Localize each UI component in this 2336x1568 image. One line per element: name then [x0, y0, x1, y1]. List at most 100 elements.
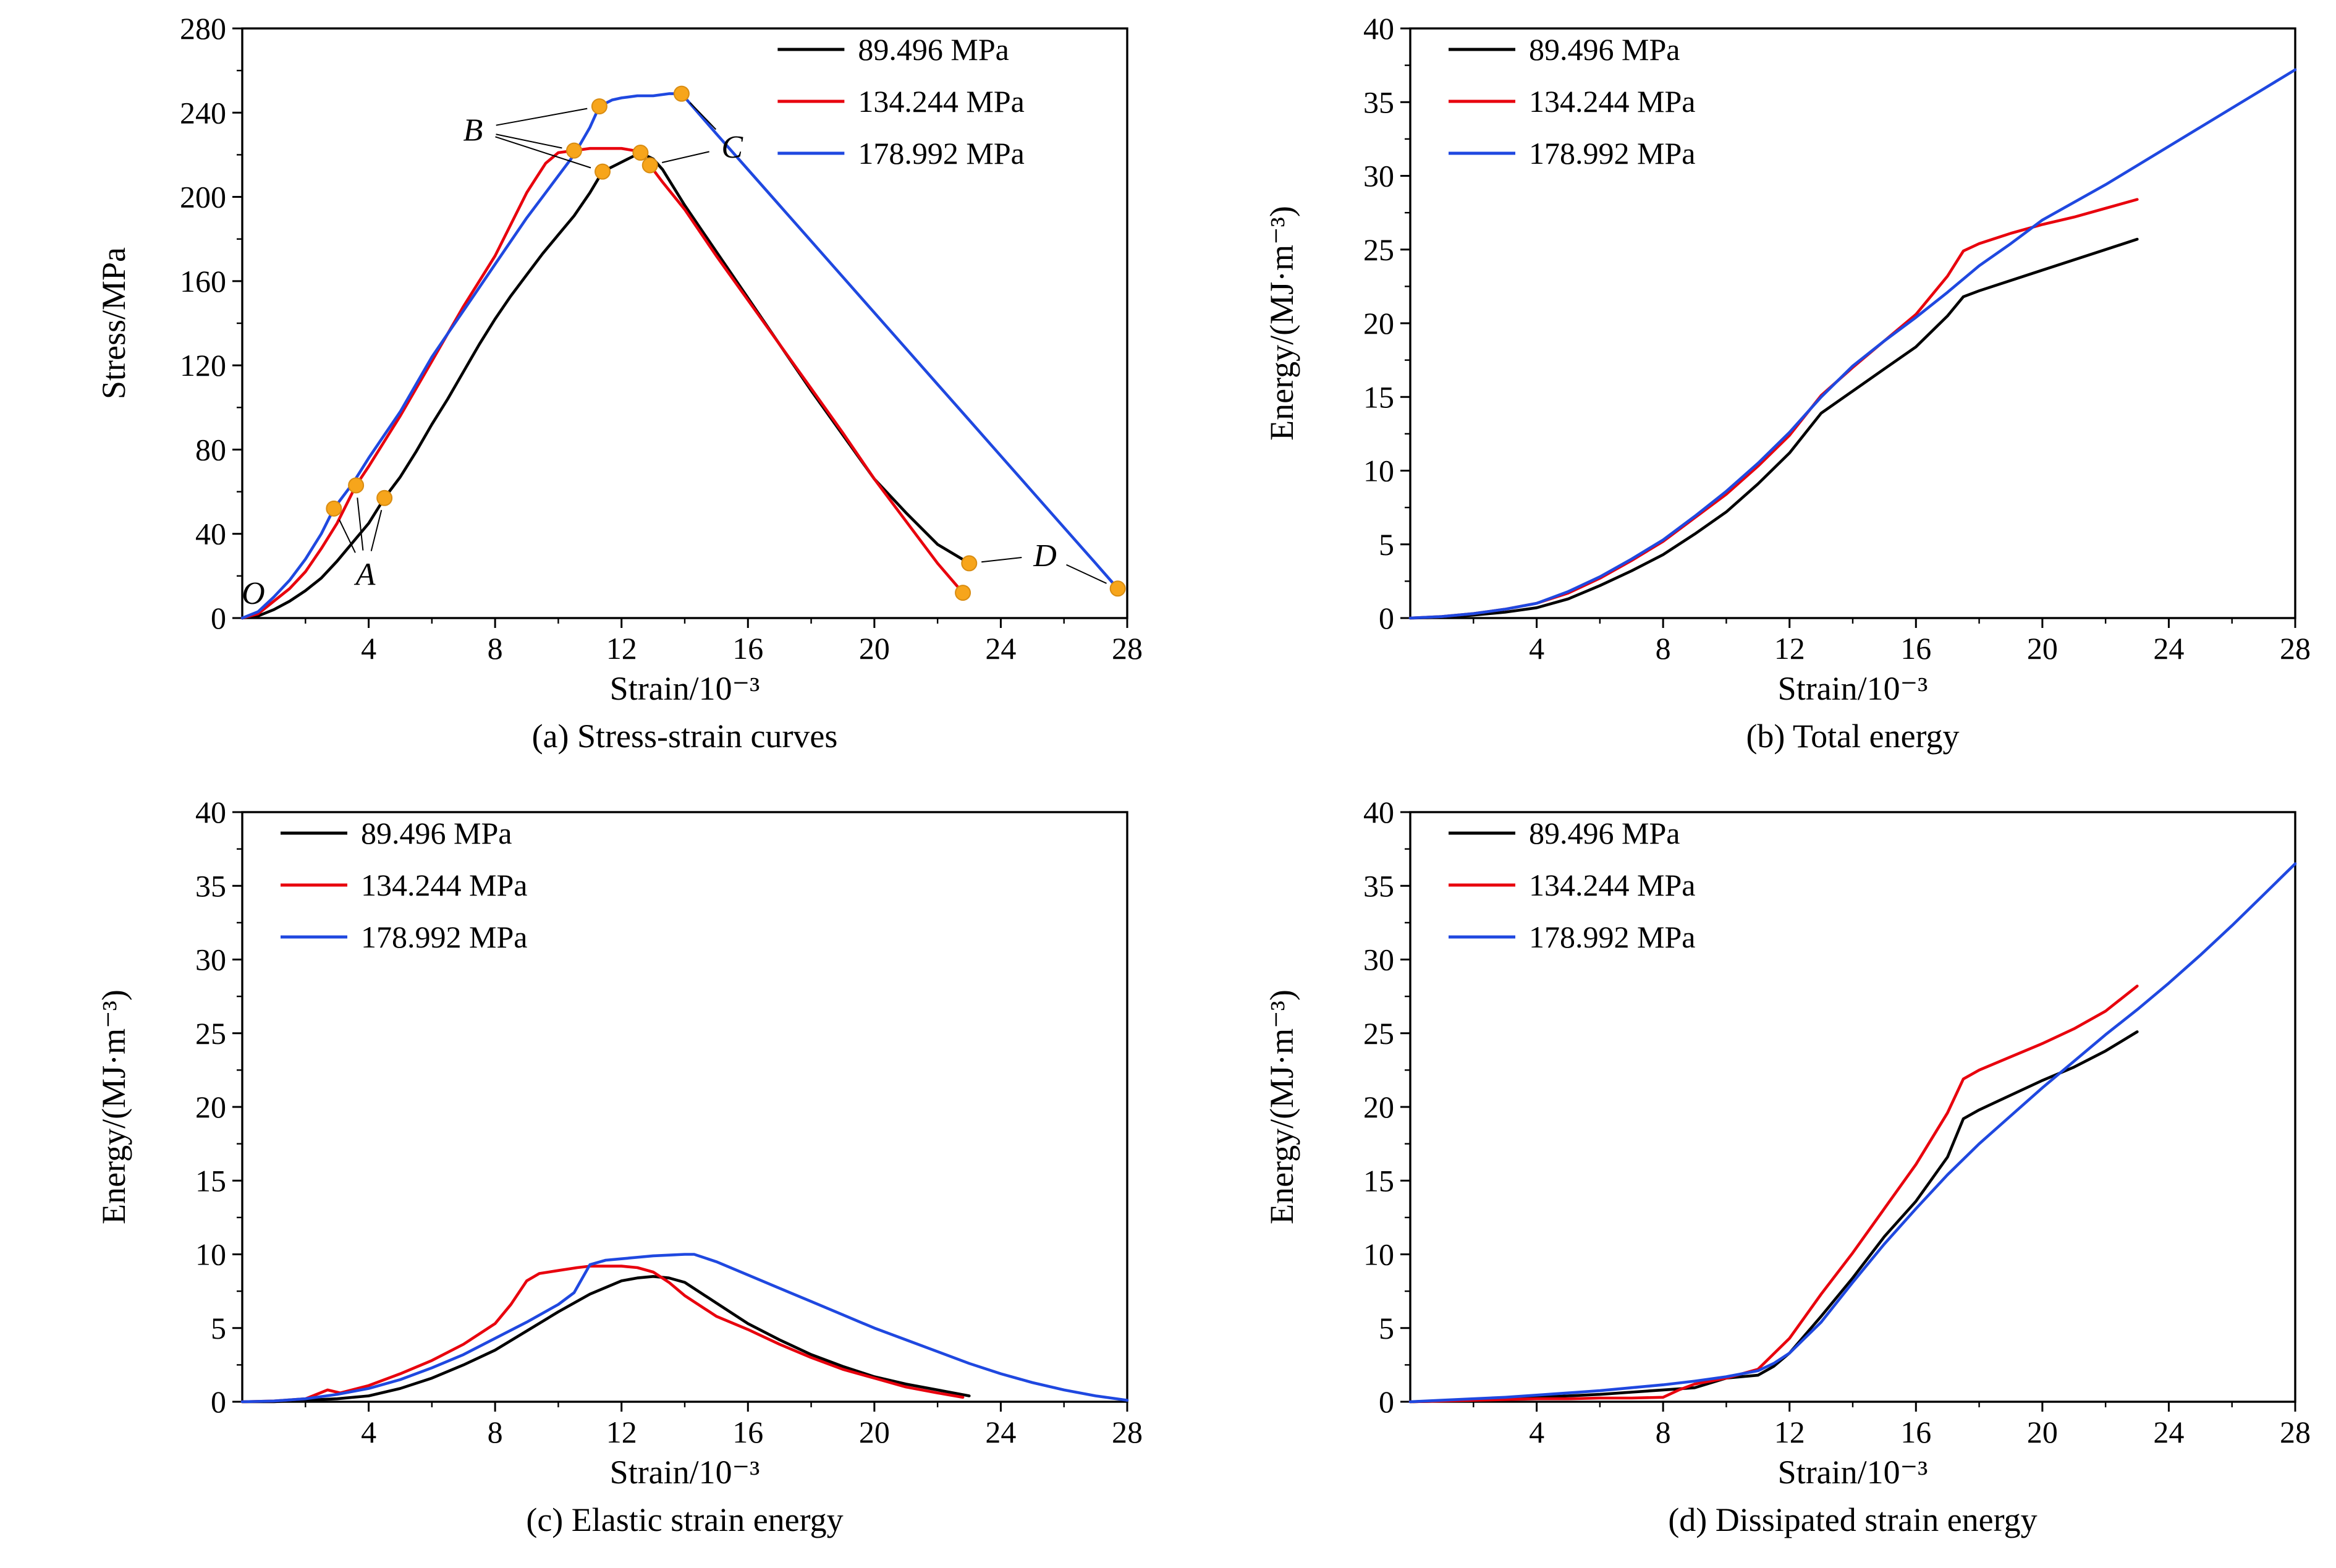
- x-axis-label: Strain/10⁻³: [1778, 670, 1928, 707]
- y-axis-label: Energy/(MJ·m⁻³): [1263, 206, 1300, 441]
- y-tick-label: 15: [1363, 1163, 1394, 1198]
- y-tick-label: 200: [180, 180, 226, 214]
- x-tick-label: 24: [985, 631, 1016, 666]
- annotation-leader-line: [495, 136, 591, 169]
- plot-border: [1409, 27, 2296, 619]
- y-tick-label: 30: [195, 943, 226, 977]
- y-axis-label: Stress/MPa: [95, 247, 132, 399]
- x-tick-label: 16: [732, 631, 763, 666]
- annotation-leader-line: [370, 509, 383, 551]
- chart-elastic-energy: 4 8 12 16 20 24 28 0 5 10 15 20 25 30 35 40 Strain/10⁻³ E…: [0, 784, 1168, 1568]
- legend-label-1: 134.244 MPa: [361, 868, 527, 902]
- x-tick-label: 12: [606, 631, 637, 666]
- key-point-marker: [632, 145, 649, 161]
- series-line-2: [240, 1253, 1129, 1404]
- x-tick-label: 20: [859, 631, 890, 666]
- y-tick-label: 160: [180, 264, 226, 299]
- y-tick-label: 35: [1363, 868, 1394, 903]
- y-tick-label: 35: [1363, 85, 1394, 119]
- y-tick-label: 25: [195, 1016, 226, 1051]
- legend-label-2: 178.992 MPa: [1529, 920, 1695, 954]
- chart-elastic-energy-caption: (c) Elastic strain energy: [526, 1501, 844, 1538]
- series-line-1: [240, 146, 965, 620]
- y-tick-label: 20: [1363, 1090, 1394, 1124]
- annotation-label-B: B: [463, 113, 483, 148]
- x-tick-label: 20: [2027, 1415, 2058, 1449]
- x-tick-label: 12: [1774, 1415, 1805, 1449]
- series-line-1: [1408, 985, 2139, 1404]
- plot-border: [241, 27, 1128, 619]
- annotation-leader-line: [496, 108, 588, 126]
- key-point-marker: [1109, 580, 1126, 597]
- x-tick-label: 28: [1112, 1415, 1143, 1449]
- series-line-0: [240, 1274, 971, 1404]
- chart-stress-strain: 4 8 12 16 20 24 28 0 40 80 120 160 200 240 280 Strain/1…: [0, 0, 1168, 784]
- y-tick-label: 40: [195, 517, 226, 551]
- y-tick-label: 5: [1379, 1311, 1394, 1346]
- annotation-leader-line: [981, 556, 1022, 563]
- key-point-marker: [326, 500, 342, 517]
- legend-label-1: 134.244 MPa: [858, 84, 1024, 119]
- chart-stress-strain-canvas: 4 8 12 16 20 24 2804080120160200240280Strain/1…: [95, 11, 1143, 707]
- y-tick-label: 280: [180, 11, 226, 46]
- key-point-marker: [566, 142, 582, 159]
- annotation-leader-line: [1066, 564, 1107, 584]
- series-line-0: [1408, 237, 2139, 620]
- y-tick-label: 40: [195, 795, 226, 829]
- annotation-leader-line: [357, 498, 364, 551]
- x-tick-label: 16: [1900, 631, 1931, 666]
- chart-dissipated-energy-canvas: 4 8 12 16 20 24 28 0 5 10 15 20 25 30 35 40 Strain/10⁻³ E…: [1263, 795, 2311, 1491]
- legend-label-0: 89.496 MPa: [361, 816, 512, 850]
- y-tick-label: 30: [1363, 159, 1394, 193]
- x-tick-label: 28: [2280, 631, 2311, 666]
- legend-label-0: 89.496 MPa: [1529, 32, 1680, 67]
- annotation-label-D: D: [1033, 538, 1057, 574]
- y-tick-label: 20: [195, 1090, 226, 1124]
- y-tick-label: 40: [1363, 11, 1394, 46]
- x-tick-label: 24: [2153, 1415, 2184, 1449]
- y-tick-label: 20: [1363, 306, 1394, 341]
- key-point-marker: [641, 157, 658, 174]
- chart-total-energy-caption: (b) Total energy: [1746, 718, 1960, 755]
- annotation-label-C: C: [721, 130, 743, 165]
- x-tick-label: 28: [2280, 1415, 2311, 1449]
- x-tick-label: 16: [1900, 1415, 1931, 1449]
- legend-label-2: 178.992 MPa: [1529, 136, 1695, 171]
- y-tick-label: 15: [1363, 379, 1394, 414]
- y-tick-label: 0: [1379, 601, 1394, 635]
- y-tick-label: 0: [1379, 1384, 1394, 1419]
- x-tick-label: 28: [1112, 631, 1143, 666]
- x-tick-label: 8: [1656, 1415, 1671, 1449]
- key-point-marker: [591, 98, 607, 115]
- plot-border: [1409, 811, 2296, 1403]
- annotation-leader-line: [690, 102, 717, 130]
- x-tick-label: 12: [1774, 631, 1805, 666]
- series-line-2: [1408, 68, 2297, 620]
- x-tick-label: 4: [1529, 631, 1544, 666]
- x-tick-label: 24: [2153, 631, 2184, 666]
- x-tick-label: 20: [2027, 631, 2058, 666]
- y-tick-label: 120: [180, 348, 226, 383]
- y-tick-label: 10: [195, 1237, 226, 1272]
- chart-elastic-energy-canvas: 4 8 12 16 20 24 28 0 5 10 15 20 25 30 35 40 Strain/10⁻³ E…: [95, 795, 1143, 1491]
- x-axis-label: Strain/10⁻³: [610, 1454, 760, 1491]
- chart-dissipated-energy-caption: (d) Dissipated strain energy: [1668, 1501, 2038, 1538]
- chart-dissipated-energy: 4 8 12 16 20 24 28 0 5 10 15 20 25 30 35 40 Strain/10⁻³ E…: [1168, 784, 2336, 1568]
- x-axis-label: Strain/10⁻³: [610, 670, 760, 707]
- key-point-marker: [673, 85, 690, 102]
- y-tick-label: 5: [1379, 527, 1394, 562]
- x-tick-label: 8: [488, 631, 503, 666]
- y-tick-label: 0: [211, 601, 226, 635]
- key-point-marker: [595, 163, 611, 180]
- legend-label-0: 89.496 MPa: [858, 32, 1009, 67]
- key-point-marker: [348, 477, 365, 494]
- x-tick-label: 16: [732, 1415, 763, 1449]
- x-tick-label: 20: [859, 1415, 890, 1449]
- y-tick-label: 0: [211, 1384, 226, 1419]
- y-tick-label: 240: [180, 95, 226, 130]
- legend-label-2: 178.992 MPa: [858, 136, 1024, 171]
- annotation-leader-line: [339, 519, 356, 553]
- chart-total-energy-canvas: 4 8 12 16 20 24 28 0 5 10 15 20 25 30 35 40 Strain/10⁻³ E…: [1263, 11, 2311, 707]
- chart-stress-strain-caption: (a) Stress-strain curves: [531, 718, 838, 755]
